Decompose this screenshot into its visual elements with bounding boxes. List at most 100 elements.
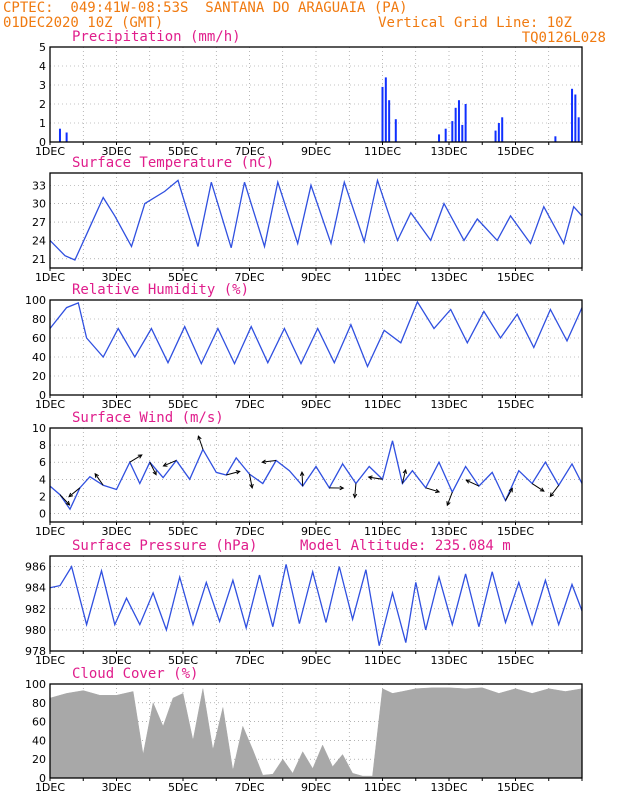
y-tick-label: 4 (39, 473, 46, 486)
y-tick-label: 10 (32, 422, 46, 435)
precip-bar (384, 77, 387, 142)
wind-arrow (226, 470, 240, 476)
x-tick-label: 1DEC (35, 781, 65, 794)
precip-bar (574, 94, 577, 142)
y-tick-label: 24 (32, 234, 46, 247)
y-tick-label: 4 (39, 60, 46, 73)
x-tick-label: 7DEC (234, 145, 264, 158)
plot-frame (49, 46, 583, 143)
x-tick-label: 1DEC (35, 145, 65, 158)
x-tick-label: 3DEC (101, 781, 131, 794)
panel-annotation: Model Altitude: 235.084 m (300, 538, 511, 554)
rh-line (49, 300, 583, 369)
x-tick-label: 5DEC (168, 654, 198, 667)
x-tick-label: 13DEC (430, 398, 467, 411)
x-tick-label: 3DEC (101, 525, 131, 538)
wind-arrow-head (261, 459, 267, 465)
wind-arrow-head (137, 454, 143, 459)
y-tick-label: 2 (39, 98, 46, 111)
panel-rh: 0 20 40 60 80 100 1DEC 3DEC 5DEC 7DEC 9DEC 11DEC 13D… (25, 282, 583, 411)
precip-bar (444, 128, 447, 142)
precip-bar (501, 117, 504, 142)
x-tick-label: 15DEC (497, 781, 534, 794)
x-tick-label: 7DEC (234, 654, 264, 667)
x-tick-label: 13DEC (430, 781, 467, 794)
x-tick-label: 11DEC (364, 781, 401, 794)
y-tick-label: 0 (39, 389, 46, 402)
x-tick-label: 9DEC (301, 525, 331, 538)
wind-arrow (197, 435, 204, 450)
y-tick-label: 982 (25, 603, 46, 616)
plot-frame (49, 555, 583, 652)
x-tick-label: 5DEC (168, 781, 198, 794)
wind-arrow-head (299, 471, 305, 476)
panel-pressure: 978 980 982 984 986 1DEC 3DEC 5DEC 7DEC 9DEC 11DEC… (25, 538, 583, 667)
panel-title: Surface Temperature (nC) (72, 155, 274, 171)
y-tick-label: 5 (39, 41, 46, 54)
x-tick-label: 11DEC (364, 654, 401, 667)
wind-arrow (249, 474, 253, 488)
wind-arrow-head (249, 483, 254, 489)
panel-title: Surface Wind (m/s) (72, 410, 224, 426)
precip-bar (381, 86, 384, 142)
wind-arrow (59, 494, 70, 506)
wind-arrow (549, 484, 560, 497)
wind-arrow-head (235, 470, 241, 475)
wind-arrow-head (465, 479, 471, 484)
x-tick-label: 9DEC (301, 781, 331, 794)
precip-bar (464, 104, 467, 142)
wind-arrow (446, 491, 453, 506)
wind-arrow (301, 472, 304, 487)
y-tick-label: 6 (39, 456, 46, 469)
wind-arrow-head (508, 487, 513, 493)
x-tick-label: 13DEC (430, 525, 467, 538)
y-tick-label: 0 (39, 507, 46, 520)
y-tick-label: 0 (39, 136, 46, 149)
x-tick-label: 15DEC (497, 145, 534, 158)
wind-arrow-head (162, 462, 168, 467)
x-tick-label: 13DEC (430, 271, 467, 284)
y-tick-label: 30 (32, 198, 46, 211)
wind-arrow-head (446, 501, 451, 507)
wind-arrow (94, 473, 104, 486)
wind-arrow-head (197, 435, 202, 441)
y-tick-label: 3 (39, 79, 46, 92)
plot-area (50, 428, 582, 522)
precip-bar (577, 117, 580, 142)
panel-title: Precipitation (mm/h) (72, 29, 241, 45)
x-tick-label: 9DEC (301, 398, 331, 411)
panel-title: Cloud Cover (%) (72, 666, 198, 682)
precip-bar (394, 119, 397, 142)
x-tick-label: 7DEC (234, 398, 264, 411)
precip-bar (58, 128, 61, 142)
wind-arrow-head (68, 492, 74, 498)
wind-line (49, 440, 583, 511)
wind-arrow (354, 483, 357, 498)
panel-title: Relative Humidity (%) (72, 282, 249, 298)
plot-frame (49, 172, 583, 269)
wind-arrow-head (367, 475, 373, 480)
wind-arrow-head (539, 487, 545, 492)
y-tick-label: 100 (25, 294, 46, 307)
x-tick-label: 5DEC (168, 525, 198, 538)
wind-arrow-head (339, 485, 345, 491)
wind-arrow (129, 454, 143, 463)
wind-arrow (425, 487, 440, 493)
wind-arrow (466, 479, 480, 487)
x-tick-label: 9DEC (301, 654, 331, 667)
plot-frame (49, 427, 583, 523)
y-tick-label: 80 (32, 313, 46, 326)
wind-arrow (163, 460, 177, 467)
y-tick-label: 1 (39, 117, 46, 130)
x-tick-label: 5DEC (168, 271, 198, 284)
precip-bar (497, 123, 500, 142)
x-tick-label: 5DEC (168, 398, 198, 411)
y-tick-label: 80 (32, 697, 46, 710)
header-grid-line: Vertical Grid Line: 10Z (378, 15, 572, 31)
plot-area (50, 556, 582, 651)
x-tick-label: 15DEC (497, 398, 534, 411)
y-tick-label: 20 (32, 753, 46, 766)
y-tick-label: 8 (39, 439, 46, 452)
y-tick-label: 60 (32, 332, 46, 345)
